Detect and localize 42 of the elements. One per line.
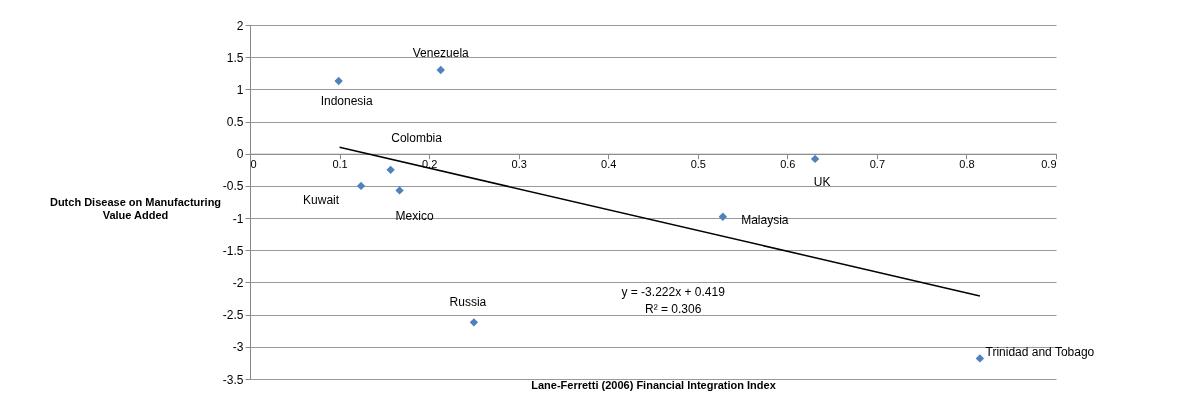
- y-tick-label: -3.5: [222, 372, 244, 387]
- annotation: Mexico: [395, 209, 434, 224]
- annotation: Russia: [449, 295, 487, 310]
- point: [975, 354, 985, 363]
- x-tick-label: 0.4: [601, 158, 617, 171]
- annotation: R² = 0.306: [644, 302, 702, 317]
- y-tick-label: 2: [236, 18, 244, 33]
- point: [386, 165, 395, 174]
- x-axis-title: Lane-Ferretti (2006) Financial Integration Index: [531, 378, 777, 391]
- annotation: UK: [813, 174, 831, 189]
- y-tick-label: 1.5: [226, 50, 244, 65]
- x-tick-label: 0.6: [780, 158, 796, 171]
- y-tick-label: -0.5: [222, 179, 244, 194]
- x-tick-label: 0.9: [1041, 158, 1057, 171]
- y-tick-label: -1.5: [222, 243, 244, 258]
- annotation: Kuwait: [303, 192, 340, 207]
- x-tick-label: 0.3: [511, 158, 527, 171]
- point: [718, 212, 728, 221]
- x-tick-label: 0.8: [959, 158, 975, 171]
- point: [810, 154, 820, 164]
- annotation: y = -3.222x + 0.419: [621, 285, 726, 300]
- point: [356, 181, 366, 191]
- y-tick-label: 1: [236, 82, 244, 97]
- point: [469, 318, 479, 327]
- annotation: Malaysia: [741, 212, 789, 227]
- annotation: Venezuela: [412, 46, 470, 61]
- y-tick-label: -2: [232, 275, 244, 290]
- x-tick-label: 0.5: [690, 158, 706, 171]
- x-tick-label: 0: [250, 158, 257, 171]
- point: [334, 76, 343, 86]
- y-tick-label: 0.5: [226, 115, 244, 130]
- x-tick-label: 0.7: [869, 158, 886, 171]
- annotation: Trinidad and Tobago: [985, 345, 1095, 360]
- x-tick-label: 0.1: [332, 158, 348, 171]
- annotation: Indonesia: [320, 94, 374, 108]
- y-axis-title: Dutch Disease on Manufacturing Value Added: [49, 195, 222, 221]
- y-tick-label: -1: [232, 211, 244, 226]
- point: [395, 186, 404, 195]
- y-tick-label: -2.5: [222, 308, 244, 323]
- annotation: Colombia: [391, 130, 443, 145]
- y-tick-label: -3: [232, 340, 244, 355]
- point: [436, 65, 445, 75]
